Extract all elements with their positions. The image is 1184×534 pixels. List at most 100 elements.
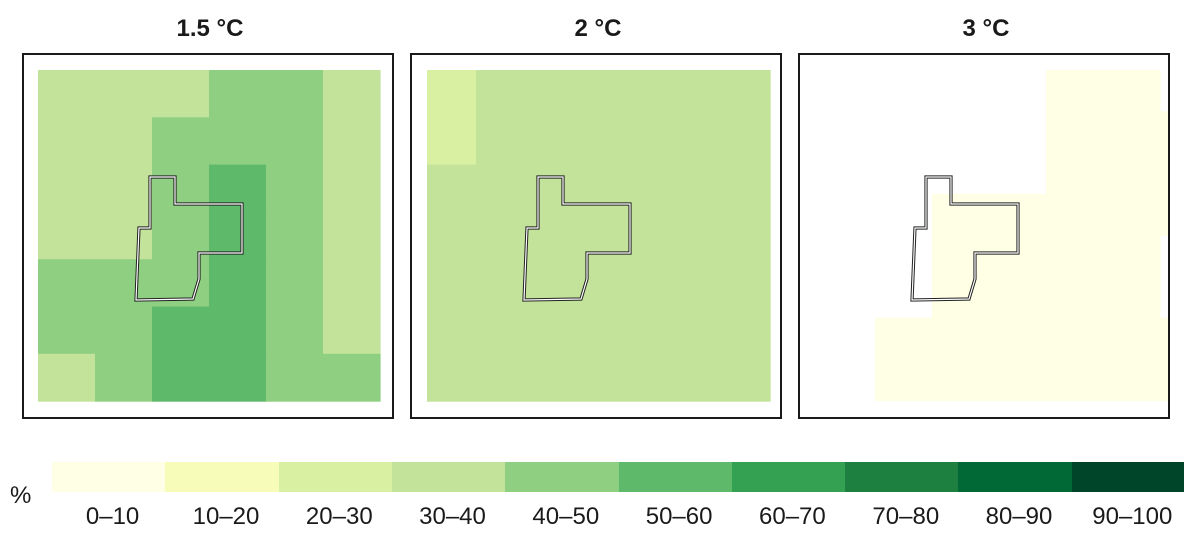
grid-cell [623,117,673,166]
grid-cell [152,70,210,118]
legend-label: 20–30 [305,503,373,530]
grid-cell [427,306,477,355]
grid-cell [266,211,324,260]
grid-cell [672,306,722,355]
grid-cell [932,276,990,319]
grid-cell [989,359,1047,401]
grid-cell [38,117,96,166]
grid-cell [476,164,526,213]
grid-cell [38,259,96,308]
legend-swatch [52,462,166,492]
grid-cell [323,306,381,355]
grid-cell [95,353,153,402]
grid-cell [623,353,673,402]
grid-cell [672,70,722,118]
grid-cell [266,164,324,213]
map-panel-2c [410,53,782,419]
legend-swatch [1071,462,1184,492]
legend-label: 90–100 [1092,503,1173,530]
grid-cell [623,306,673,355]
grid-cell [932,193,990,236]
grid-cell [38,164,96,213]
grid-cell [1103,317,1161,360]
panel-title-3c: 3 °C [962,15,1010,42]
region-outline [135,176,243,301]
region-outline [523,176,631,301]
map-grid-3c [875,70,1168,401]
grid-cell [476,259,526,308]
grid-cell [209,70,267,118]
legend-label: 0–10 [85,503,140,530]
grid-cell [152,353,210,402]
grid-cell [427,70,477,118]
grid-cell [525,353,575,402]
grid-cell [95,70,153,118]
grid-cell [152,306,210,355]
grid-cell [1046,276,1104,319]
grid-cell [721,70,771,118]
grid-cell [323,164,381,213]
grid-cell [525,306,575,355]
grid-cell [574,353,624,402]
grid-cell [95,211,153,260]
map-panel-1-5c [22,53,394,419]
grid-cell [672,164,722,213]
legend-swatch [165,462,280,492]
grid-cell [323,353,381,402]
grid-cell [1160,152,1168,195]
grid-cell [932,235,990,278]
grid-cell [932,317,990,360]
grid-cell [932,359,990,401]
grid-cell [672,353,722,402]
grid-cell [476,70,526,118]
grid-cell [875,359,933,401]
grid-cell [38,353,96,402]
grid-cell [1103,70,1161,112]
grid-cell [95,164,153,213]
grid-cell [476,117,526,166]
grid-cell [525,211,575,260]
legend-label: 10–20 [192,503,260,530]
grid-cell [672,211,722,260]
grid-cell [476,211,526,260]
legend-label: 70–80 [872,503,940,530]
grid-cell [721,306,771,355]
legend-swatch [845,462,959,492]
map-grid-2c [427,70,771,402]
legend-label: 60–70 [759,503,826,530]
grid-cell [1046,235,1104,278]
region-outline [911,176,1019,301]
grid-cell [1160,193,1168,236]
grid-cell [209,259,267,308]
grid-cell [427,259,477,308]
grid-cell [574,306,624,355]
grid-cell [209,353,267,402]
legend-swatch [958,462,1073,492]
grid-cell [266,306,324,355]
map-panel-3c [798,53,1170,419]
grid-cell [1046,70,1104,112]
grid-cell [672,259,722,308]
grid-cell [623,259,673,308]
grid-cell [1103,152,1161,195]
grid-cell [427,353,477,402]
grid-cell [1103,359,1161,401]
legend-swatch [618,462,733,492]
grid-cell [427,164,477,213]
grid-cell [323,259,381,308]
grid-cell [266,259,324,308]
legend-label: 50–60 [645,503,713,530]
grid-cell [323,211,381,260]
grid-cell [427,117,477,166]
grid-cell [1103,111,1161,154]
grid-cell [476,353,526,402]
grid-cell [721,117,771,166]
legend-label: 40–50 [532,503,600,530]
grid-cell [427,211,477,260]
grid-cell [95,117,153,166]
grid-cell [672,117,722,166]
grid-cell [721,164,771,213]
map-grid-1-5c [38,70,381,402]
panel-title-1-5c: 1.5 °C [176,15,244,42]
grid-cell [209,306,267,355]
